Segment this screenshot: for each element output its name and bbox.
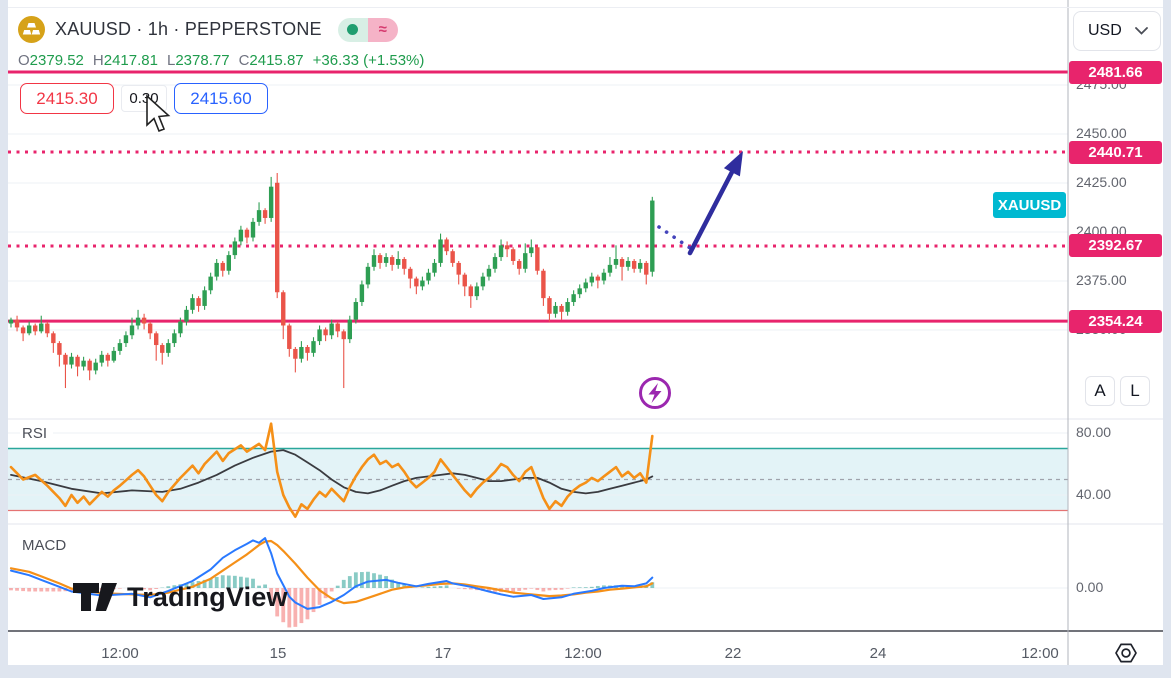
ohlc-high: H2417.81 (92, 52, 158, 69)
currency-dropdown[interactable]: USD (1073, 11, 1161, 51)
ohlc-open: O2379.52 (18, 52, 84, 69)
price-level-chip: 2440.71 (1069, 140, 1162, 164)
status-dot-icon (347, 24, 359, 35)
price-tick-label: 2450.00 (1076, 125, 1127, 141)
time-axis-label: 24 (869, 645, 887, 662)
axis-button-a[interactable]: A (1085, 376, 1115, 406)
gold-symbol-icon (18, 16, 45, 43)
buy-button[interactable]: 2415.60 (174, 83, 268, 114)
indicator-tick-label: 80.00 (1076, 424, 1112, 440)
trade-buttons: 2415.30 0.30 2415.60 (20, 83, 268, 114)
timezone-settings-icon[interactable] (1110, 637, 1142, 669)
time-axis-label: 12:00 (101, 645, 139, 662)
time-axis-label: 17 (434, 645, 452, 662)
time-axis-label: 22 (724, 645, 742, 662)
bullish-arrow-shaft (687, 169, 735, 256)
symbol-title[interactable]: XAUUSD · 1h · PEPPERSTONE (55, 19, 322, 39)
chart-legend: XAUUSD · 1h · PEPPERSTONE ≈ (18, 16, 398, 43)
price-level-chip: 2481.66 (1069, 60, 1162, 84)
market-status-toggle[interactable] (337, 17, 368, 42)
projection-dotted-line (657, 225, 698, 254)
indicator-tick-label: 40.00 (1076, 486, 1112, 502)
time-axis-label: 15 (269, 645, 287, 662)
lightning-bolt-icon (648, 383, 662, 403)
tradingview-logo: TradingView (72, 580, 288, 614)
bullish-arrow-head (723, 151, 743, 177)
tradingview-wordmark: TradingView (127, 581, 288, 612)
sell-button[interactable]: 2415.30 (20, 83, 114, 114)
macd-pane-label[interactable]: MACD (20, 536, 73, 555)
price-tick-label: 2425.00 (1076, 174, 1127, 190)
indicator-tick-label: 0.00 (1076, 579, 1104, 595)
approx-data-toggle[interactable]: ≈ (367, 17, 398, 42)
price-level-chip: 2392.67 (1069, 234, 1162, 258)
price-tick-label: 2375.00 (1076, 272, 1127, 288)
tradingview-mark-icon (73, 583, 117, 611)
currency-label: USD (1088, 22, 1122, 39)
time-axis-label: 12:00 (1021, 645, 1059, 662)
time-axis-label: 12:00 (564, 645, 602, 662)
ohlc-readout: O2379.52 H2417.81 L2378.77 C2415.87 +36.… (18, 52, 424, 69)
chevron-down-icon (1135, 27, 1148, 35)
rsi-pane-label[interactable]: RSI (20, 424, 54, 443)
axis-button-l[interactable]: L (1120, 376, 1150, 406)
change-readout: +36.33 (+1.53%) (312, 52, 425, 69)
legend-toggles: ≈ (337, 17, 398, 42)
mouse-cursor (146, 94, 171, 133)
ohlc-close: C2415.87 (238, 52, 304, 69)
price-level-chip: 2354.24 (1069, 309, 1162, 333)
ohlc-low: L2378.77 (166, 52, 230, 69)
symbol-price-badge: XAUUSD (993, 192, 1066, 218)
